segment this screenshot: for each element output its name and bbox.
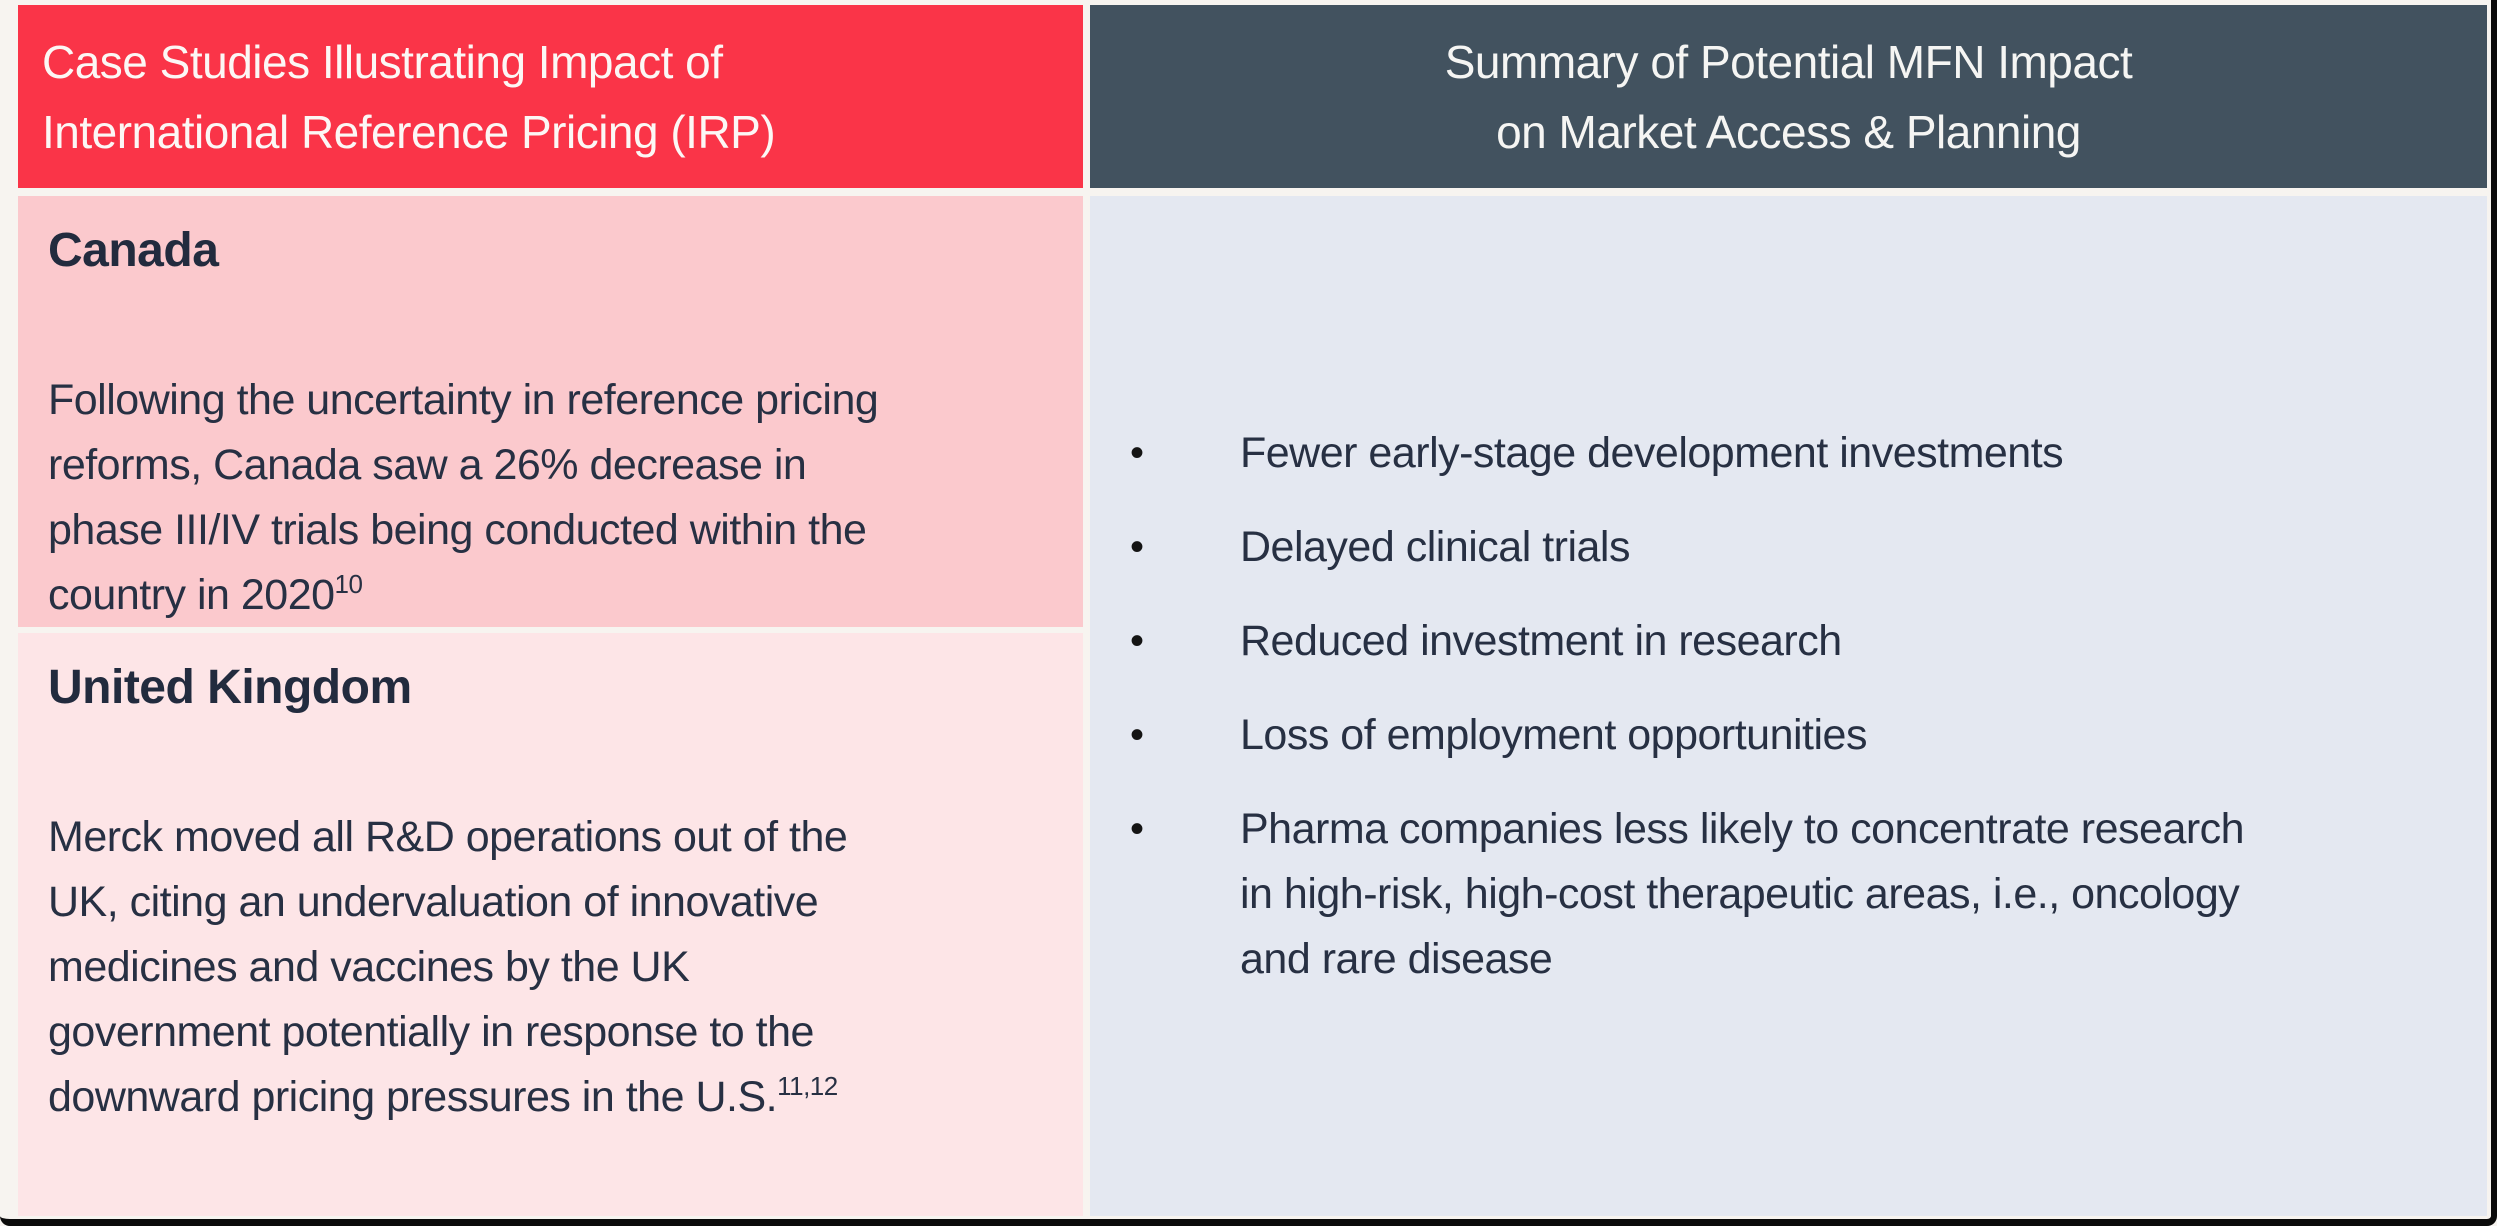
bullet-dot-icon: •	[1130, 806, 1144, 851]
body-line: UK, citing an undervaluation of innovati…	[48, 878, 819, 926]
bullet-list: • Fewer early-stage development investme…	[1130, 421, 2467, 992]
mfn-impact-header: Summary of Potential MFN Impact on Marke…	[1090, 5, 2487, 188]
united-kingdom-section-title: United Kingdom	[48, 661, 412, 714]
united-kingdom-section: United Kingdom Merck moved all R&D opera…	[18, 633, 1083, 1216]
body-line: reforms, Canada saw a 26% decrease in	[48, 441, 807, 489]
bullet-text: Fewer early-stage development investment…	[1240, 428, 2064, 477]
bullet-item: • Pharma companies less likely to concen…	[1130, 797, 2467, 992]
body-line: Merck moved all R&D operations out of th…	[48, 813, 848, 861]
bullet-item: • Delayed clinical trials	[1130, 515, 2467, 580]
bullet-dot-icon: •	[1130, 430, 1144, 475]
body-line: government potentially in response to th…	[48, 1008, 814, 1056]
bullet-item: • Reduced investment in research	[1130, 609, 2467, 674]
header-line: Summary of Potential MFN Impact	[1444, 35, 2133, 88]
case-studies-column: Canada Following the uncertainty in refe…	[18, 196, 1083, 1216]
bullet-dot-icon: •	[1130, 524, 1144, 569]
body-line: downward pricing pressures in the U.S.11…	[48, 1065, 1053, 1135]
body-line-text: downward pricing pressures in the U.S.	[48, 1073, 778, 1121]
body-line: Following the uncertainty in reference p…	[48, 376, 879, 424]
footnote-superscript: 10	[334, 569, 363, 599]
header-line: on Market Access & Planning	[1496, 105, 2081, 158]
footnote-superscript: 11,12	[777, 1071, 838, 1101]
canada-section-title: Canada	[48, 224, 219, 277]
body-line: medicines and vaccines by the UK	[48, 943, 690, 991]
body-line: country in 202010	[48, 563, 1053, 627]
canada-section-body: Following the uncertainty in reference p…	[48, 368, 1053, 627]
bullet-item: • Fewer early-stage development investme…	[1130, 421, 2467, 486]
header-line: International Reference Pricing (IRP)	[42, 105, 776, 158]
bullet-dot-icon: •	[1130, 712, 1144, 757]
irp-case-studies-header: Case Studies Illustrating Impact of Inte…	[18, 5, 1083, 188]
body-line-text: country in 2020	[48, 571, 335, 619]
bullet-text: Delayed clinical trials	[1240, 522, 1631, 571]
canada-section: Canada Following the uncertainty in refe…	[18, 196, 1083, 627]
body-line: phase III/IV trials being conducted with…	[48, 506, 867, 554]
bullet-dot-icon: •	[1130, 618, 1144, 663]
bullet-text: Pharma companies less likely to concentr…	[1240, 804, 2245, 983]
bullet-item: • Loss of employment opportunities	[1130, 703, 2467, 768]
header-line: Case Studies Illustrating Impact of	[42, 35, 723, 88]
mfn-summary-panel: • Fewer early-stage development investme…	[1090, 196, 2487, 1216]
united-kingdom-section-body: Merck moved all R&D operations out of th…	[48, 805, 1053, 1135]
bullet-text: Loss of employment opportunities	[1240, 710, 1867, 759]
bullet-text: Reduced investment in research	[1240, 616, 1842, 665]
